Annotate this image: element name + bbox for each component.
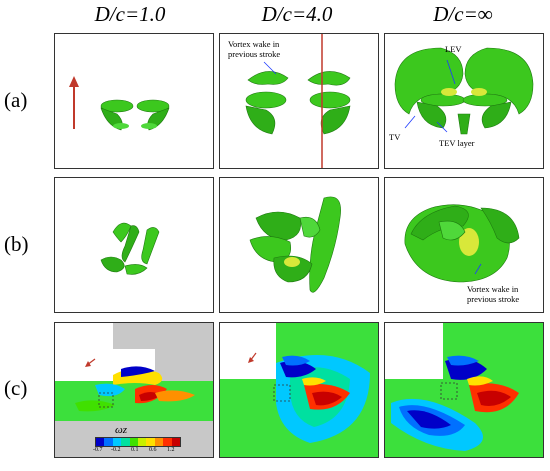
tev-layer-annotation: TEV layer <box>439 138 475 148</box>
colorbar-tick: -0.7 <box>93 447 103 453</box>
colorbar-tick: 0.6 <box>149 447 157 453</box>
row-label-c: (c) <box>4 376 28 400</box>
vorticity-field-c-dcinf <box>385 323 543 457</box>
panel-c-dcinf <box>384 322 544 458</box>
colorbar-segment <box>154 438 164 446</box>
vortex-wake-line1-b: Vortex wake in <box>467 284 519 294</box>
colorbar-tick: 1.2 <box>167 447 175 453</box>
colorbar-segment <box>171 438 181 446</box>
panel-a-dcinf: LEV TV TEV layer <box>384 33 544 169</box>
panel-a-dc1 <box>54 33 214 169</box>
vortex-isosurface-a-dc1 <box>69 76 170 131</box>
vorticity-field-c-dc1 <box>55 323 213 457</box>
tv-annotation: TV <box>389 132 401 142</box>
colorbar-tick: -0.2 <box>111 447 121 453</box>
vortex-isosurface-b-dc1 <box>100 222 160 275</box>
panel-c-dc4 <box>219 322 379 458</box>
colorbar-segment <box>146 438 155 446</box>
vortex-isosurface-a-dcinf <box>394 47 534 135</box>
vortex-isosurface-b-dc4 <box>249 196 341 293</box>
vorticity-field-c-dc4 <box>220 323 378 457</box>
colorbar-segment <box>138 438 147 446</box>
colorbar-segment <box>129 438 139 446</box>
vortex-isosurface-a-dc4 <box>245 34 351 168</box>
panel-b-dc1 <box>54 177 214 313</box>
panel-c-dc1: ωz -0.7 -0.2 0.1 0.6 1.2 <box>54 322 214 458</box>
colorbar-symbol: ωz <box>115 424 128 436</box>
vortex-wake-annotation-b: Vortex wake in previous stroke <box>467 284 519 304</box>
column-header-dc-inf: D/c=∞ <box>433 2 493 26</box>
vortex-isosurface-b-dcinf <box>404 204 520 283</box>
colorbar-segment <box>104 438 113 446</box>
vortex-wake-line2: previous stroke <box>228 49 281 59</box>
lev-annotation: LEV <box>445 44 462 54</box>
panel-b-dcinf: Vortex wake in previous stroke <box>384 177 544 313</box>
colorbar-tick: 0.1 <box>131 447 139 453</box>
row-label-b: (b) <box>4 232 29 256</box>
vortex-wake-line2-b: previous stroke <box>467 294 520 304</box>
row-label-a: (a) <box>4 88 28 112</box>
column-header-dc-4: D/c=4.0 <box>261 2 333 26</box>
vortex-wake-annotation-a: Vortex wake in previous stroke <box>228 39 280 59</box>
column-header-dc-1: D/c=1.0 <box>94 2 166 26</box>
vortex-wake-line1: Vortex wake in <box>228 39 280 49</box>
panel-a-dc4: Vortex wake in previous stroke <box>219 33 379 169</box>
colorbar-segment <box>163 438 172 446</box>
panel-b-dc4 <box>219 177 379 313</box>
colorbar-segment <box>112 438 122 446</box>
colorbar-segment <box>121 438 130 446</box>
colorbar-segment <box>96 438 105 446</box>
colorbar <box>95 437 181 447</box>
